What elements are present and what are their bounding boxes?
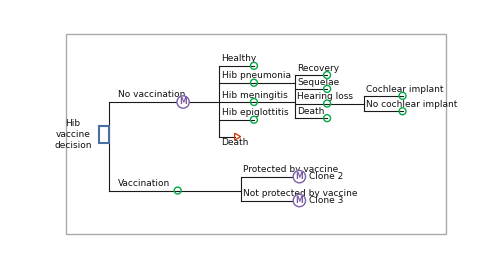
- Text: No vaccination: No vaccination: [118, 90, 186, 99]
- Text: Hib pneumonia: Hib pneumonia: [222, 72, 290, 80]
- Text: Protected by vaccine: Protected by vaccine: [243, 165, 338, 174]
- Text: M: M: [179, 98, 187, 106]
- Text: Death: Death: [222, 138, 249, 147]
- Text: Hearing loss: Hearing loss: [297, 92, 353, 101]
- FancyBboxPatch shape: [66, 34, 446, 234]
- Circle shape: [177, 96, 190, 108]
- Text: M: M: [296, 196, 303, 205]
- Circle shape: [293, 194, 306, 207]
- Text: M: M: [296, 172, 303, 181]
- Text: Vaccination: Vaccination: [118, 179, 171, 188]
- Text: Death: Death: [297, 107, 324, 116]
- Circle shape: [293, 171, 306, 183]
- Text: Hib epiglottitis: Hib epiglottitis: [222, 108, 288, 117]
- Text: Not protected by vaccine: Not protected by vaccine: [243, 189, 358, 198]
- Text: Clone 3: Clone 3: [310, 196, 344, 205]
- FancyBboxPatch shape: [99, 126, 109, 143]
- Text: No cochlear implant: No cochlear implant: [366, 100, 458, 109]
- Text: Hib meningitis: Hib meningitis: [222, 91, 288, 100]
- Text: Clone 2: Clone 2: [310, 172, 344, 181]
- Text: Recovery: Recovery: [297, 64, 339, 73]
- Text: Cochlear implant: Cochlear implant: [366, 85, 444, 94]
- Text: Sequelae: Sequelae: [297, 78, 340, 87]
- Text: Healthy: Healthy: [222, 55, 257, 64]
- Text: Hib
vaccine
decision: Hib vaccine decision: [54, 119, 92, 150]
